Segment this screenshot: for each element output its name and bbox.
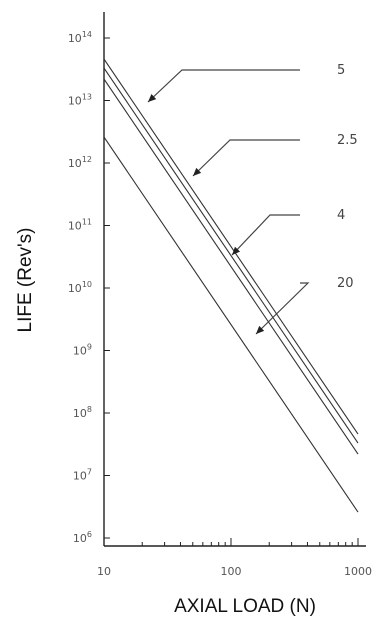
x-ticks: 10 100 1000	[97, 538, 372, 578]
y-tick-label: 108	[73, 405, 92, 420]
y-axis-title: LIFE (Rev's)	[15, 228, 36, 333]
series-lines	[103, 58, 359, 513]
series-line-1	[103, 67, 359, 444]
y-ticks: 106 107 108 109 1010 1011 1012 1013 1014	[68, 30, 110, 545]
leader-arrow-2	[232, 246, 241, 255]
series-label-0: 5	[337, 63, 345, 78]
y-tick-label: 1012	[68, 155, 92, 170]
leader-arrow-1	[193, 167, 202, 176]
leader-line-0	[147, 69, 300, 103]
leader-line-2	[231, 214, 300, 256]
series-label-3: 20	[337, 276, 354, 291]
x-axis-title: AXIAL LOAD (N)	[174, 596, 316, 617]
x-tick-label: 10	[97, 565, 111, 578]
leader-arrow-0	[148, 93, 157, 102]
y-tick-label: 1014	[68, 30, 92, 45]
y-tick-label: 109	[73, 343, 92, 358]
y-tick-label: 1011	[68, 218, 92, 233]
x-tick-label: 100	[221, 565, 242, 578]
y-tick-label: 107	[73, 468, 92, 483]
series-line-0	[103, 58, 359, 435]
series-label-2: 4	[337, 208, 345, 223]
series-label-1: 2.5	[337, 133, 358, 148]
leader-line-1	[192, 139, 300, 177]
series-line-3	[103, 136, 359, 513]
x-tick-label: 1000	[344, 565, 372, 578]
series-line-2	[103, 78, 359, 455]
leader-arrow-3	[256, 325, 265, 334]
y-tick-label: 1010	[68, 280, 92, 295]
leader-line-3	[255, 282, 310, 335]
y-tick-label: 106	[73, 530, 92, 545]
series-annotations: 5 2.5 4 20	[147, 63, 358, 335]
y-tick-label: 1013	[68, 93, 92, 108]
